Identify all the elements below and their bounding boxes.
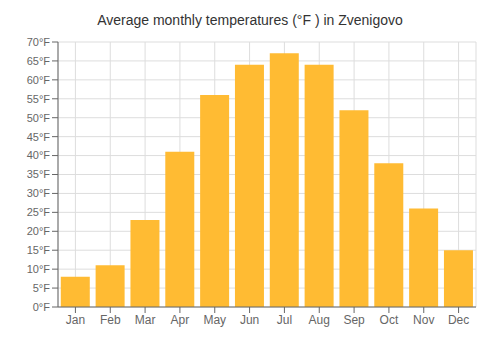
svg-text:Oct: Oct xyxy=(380,313,399,327)
svg-text:35°F: 35°F xyxy=(27,168,51,180)
svg-text:Dec: Dec xyxy=(448,313,469,327)
svg-text:25°F: 25°F xyxy=(27,206,51,218)
svg-text:70°F: 70°F xyxy=(27,36,51,48)
svg-text:60°F: 60°F xyxy=(27,74,51,86)
svg-text:40°F: 40°F xyxy=(27,149,51,161)
svg-text:May: May xyxy=(203,313,226,327)
svg-text:Feb: Feb xyxy=(100,313,121,327)
svg-text:Apr: Apr xyxy=(171,313,190,327)
svg-text:Aug: Aug xyxy=(309,313,330,327)
svg-text:Jul: Jul xyxy=(277,313,292,327)
svg-text:20°F: 20°F xyxy=(27,225,51,237)
svg-text:30°F: 30°F xyxy=(27,187,51,199)
svg-text:65°F: 65°F xyxy=(27,55,51,67)
svg-text:55°F: 55°F xyxy=(27,93,51,105)
svg-text:50°F: 50°F xyxy=(27,112,51,124)
svg-text:0°F: 0°F xyxy=(33,301,51,313)
svg-text:Jun: Jun xyxy=(240,313,259,327)
svg-text:Jan: Jan xyxy=(66,313,85,327)
html-text:Average monthly temperatures (: Average monthly temperatures (°F ) in Zv… xyxy=(97,12,403,28)
svg-text:5°F: 5°F xyxy=(33,282,51,294)
svg-text:10°F: 10°F xyxy=(27,263,51,275)
svg-text:Sep: Sep xyxy=(343,313,365,327)
svg-text:Mar: Mar xyxy=(135,313,156,327)
svg-text:15°F: 15°F xyxy=(27,244,51,256)
svg-text:Nov: Nov xyxy=(413,313,434,327)
svg-text:45°F: 45°F xyxy=(27,131,51,143)
